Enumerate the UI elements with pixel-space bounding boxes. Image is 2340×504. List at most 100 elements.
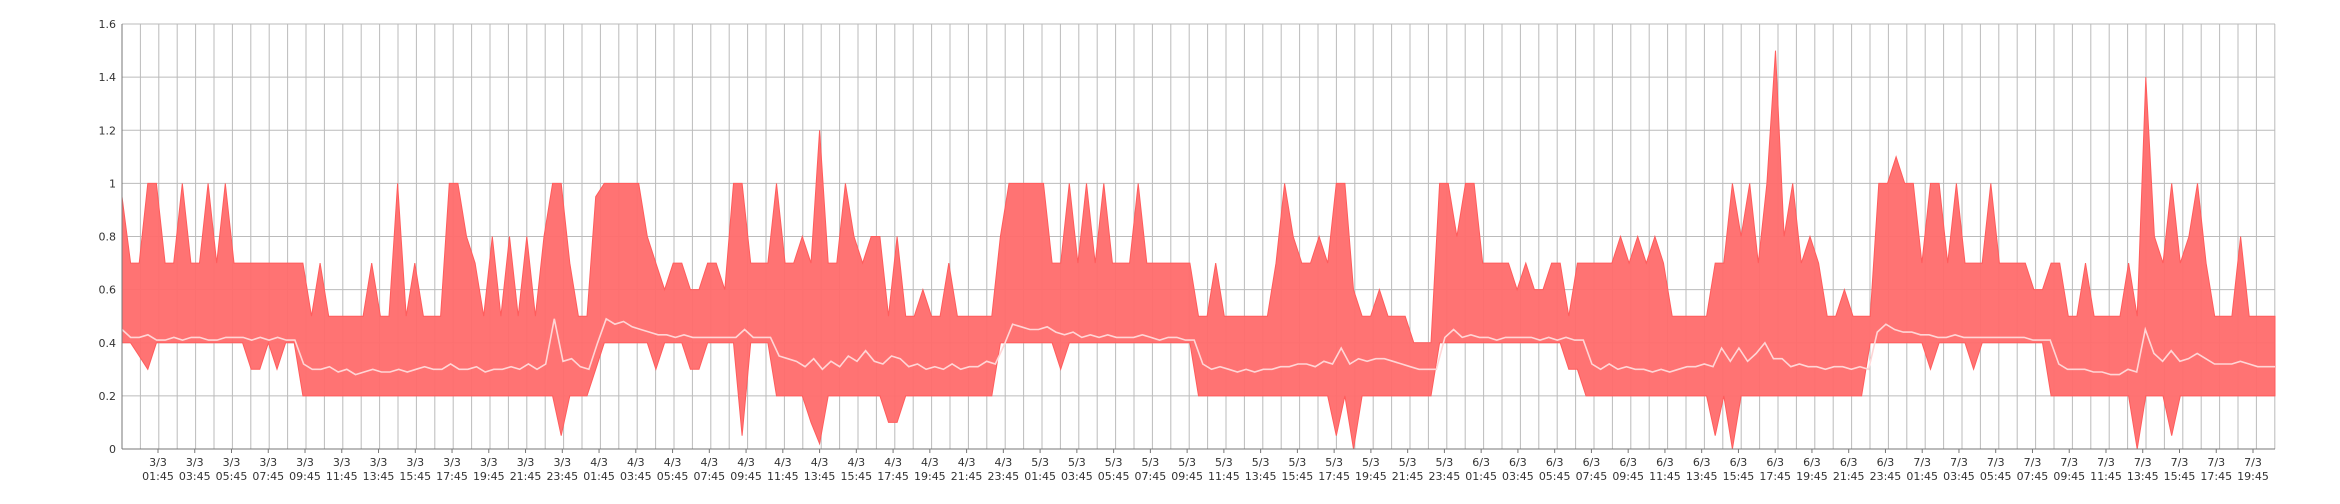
x-tick-date: 3/3 [553,456,571,469]
x-tick-date: 4/3 [884,456,902,469]
x-tick-date: 3/3 [517,456,535,469]
x-tick-date: 7/3 [1987,456,2005,469]
x-tick-date: 7/3 [2024,456,2042,469]
x-tick-label: 3/311:45 [326,449,358,483]
x-tick-date: 4/3 [590,456,608,469]
x-tick-time: 11:45 [2090,470,2122,483]
x-tick-date: 6/3 [1766,456,1784,469]
x-tick-time: 01:45 [1906,470,1938,483]
x-tick-time: 09:45 [1171,470,1203,483]
x-tick-time: 17:45 [1759,470,1791,483]
x-tick-date: 5/3 [1142,456,1160,469]
x-tick-label: 6/305:45 [1539,449,1571,483]
x-tick-date: 7/3 [2171,456,2189,469]
x-tick-label: 3/301:45 [142,449,174,483]
x-tick-time: 01:45 [142,470,174,483]
x-tick-label: 3/323:45 [546,449,578,483]
x-tick-date: 4/3 [811,456,829,469]
x-tick-time: 15:45 [399,470,431,483]
y-tick-label: 0.8 [99,231,117,244]
x-tick-date: 6/3 [1656,456,1674,469]
x-tick-label: 5/311:45 [1208,449,1240,483]
x-tick-date: 3/3 [223,456,241,469]
x-tick-label: 3/315:45 [399,449,431,483]
x-tick-label: 6/315:45 [1723,449,1755,483]
x-tick-label: 3/307:45 [252,449,284,483]
x-tick-date: 6/3 [1583,456,1601,469]
x-tick-date: 5/3 [1031,456,1049,469]
x-tick-date: 3/3 [480,456,498,469]
x-tick-time: 09:45 [730,470,762,483]
x-tick-date: 4/3 [627,456,645,469]
x-tick-label: 3/319:45 [473,449,505,483]
x-tick-label: 6/323:45 [1870,449,1901,483]
x-tick-label: 7/309:45 [2053,449,2085,483]
y-tick-label: 1.2 [99,124,117,137]
x-tick-label: 4/317:45 [877,449,909,483]
x-tick-label: 5/321:45 [1392,449,1424,483]
x-tick-time: 07:45 [1576,470,1608,483]
x-tick-label: 5/303:45 [1061,449,1093,483]
x-tick-date: 7/3 [2134,456,2152,469]
x-tick-date: 6/3 [1877,456,1895,469]
x-tick-label: 3/309:45 [289,449,321,483]
x-tick-time: 09:45 [1612,470,1644,483]
x-tick-date: 4/3 [921,456,939,469]
axes [121,24,2275,450]
x-tick-date: 5/3 [1105,456,1123,469]
x-tick-date: 3/3 [370,456,388,469]
average-line [121,317,2275,376]
y-tick-label: 0.4 [99,337,117,350]
x-tick-label: 7/303:45 [1943,449,1975,483]
x-tick-label: 6/317:45 [1759,449,1791,483]
x-tick-time: 07:45 [1135,470,1167,483]
x-tick-label: 5/317:45 [1318,449,1350,483]
x-tick-time: 03:45 [1502,470,1534,483]
x-tick-time: 17:45 [436,470,468,483]
x-tick-label: 3/313:45 [363,449,394,483]
x-tick-date: 7/3 [2097,456,2115,469]
x-tick-time: 11:45 [1649,470,1681,483]
x-tick-time: 15:45 [1282,470,1314,483]
y-tick-label: 0.6 [99,284,117,297]
x-tick-date: 4/3 [847,456,865,469]
x-tick-date: 5/3 [1362,456,1380,469]
x-tick-label: 5/305:45 [1098,449,1129,483]
x-tick-time: 07:45 [252,470,284,483]
x-tick-time: 15:45 [1723,470,1755,483]
x-tick-date: 5/3 [1325,456,1343,469]
x-tick-label: 4/311:45 [767,449,799,483]
x-tick-label: 5/301:45 [1024,449,1056,483]
x-tick-label: 6/311:45 [1649,449,1681,483]
x-tick-date: 7/3 [2244,456,2262,469]
x-tick-date: 5/3 [1436,456,1454,469]
y-tick-label: 0 [109,443,116,456]
x-tick-date: 3/3 [333,456,351,469]
x-tick-date: 3/3 [149,456,167,469]
x-tick-date: 7/3 [2060,456,2078,469]
x-tick-time: 11:45 [767,470,799,483]
y-tick-label: 1.4 [99,71,117,84]
x-tick-label: 3/303:45 [179,449,211,483]
x-tick-label: 7/301:45 [1906,449,1938,483]
x-tick-label: 4/315:45 [840,449,872,483]
x-tick-date: 7/3 [1913,456,1931,469]
x-tick-label: 5/315:45 [1282,449,1314,483]
x-tick-time: 15:45 [2164,470,2196,483]
x-tick-date: 5/3 [1215,456,1233,469]
x-tick-time: 11:45 [326,470,358,483]
x-tick-label: 4/305:45 [657,449,688,483]
x-tick-date: 3/3 [186,456,204,469]
x-tick-label: 4/319:45 [914,449,946,483]
x-tick-label: 6/307:45 [1576,449,1608,483]
x-tick-date: 6/3 [1546,456,1564,469]
x-tick-label: 7/305:45 [1980,449,2012,483]
x-tick-label: 7/319:45 [2237,449,2269,483]
x-tick-date: 3/3 [406,456,424,469]
x-tick-label: 3/305:45 [216,449,247,483]
x-tick-time: 07:45 [2017,470,2049,483]
x-tick-time: 01:45 [583,470,615,483]
x-tick-label: 4/313:45 [804,449,835,483]
